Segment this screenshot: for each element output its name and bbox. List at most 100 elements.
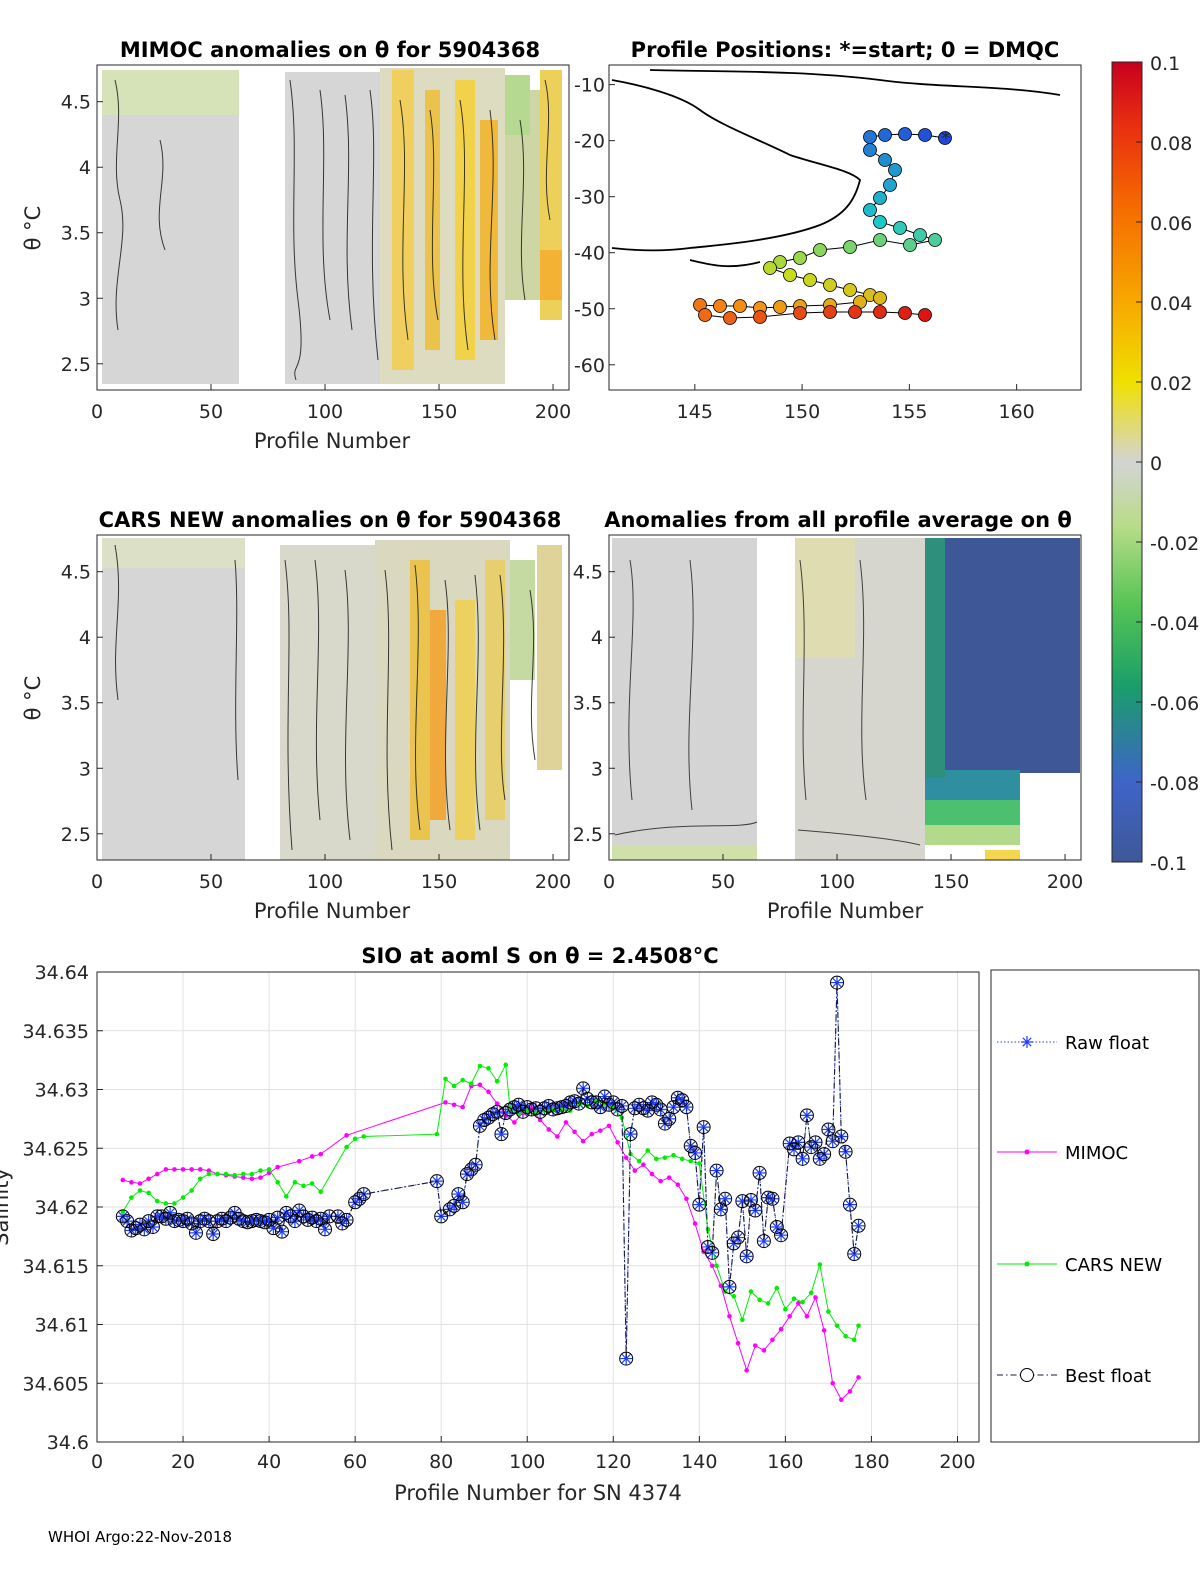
- cars-new-point: [189, 1188, 194, 1193]
- best-float-point: [649, 1097, 664, 1112]
- raw-float-point: [164, 1206, 177, 1219]
- cars-y-ticks: 4.5 4 3.5 3 2.5: [61, 562, 103, 846]
- legend-label: Raw float: [1065, 1033, 1149, 1054]
- best-float-point: [163, 1205, 178, 1220]
- cars-new-point: [120, 1209, 126, 1214]
- mimoc-point: [856, 1375, 861, 1380]
- best-float-point: [305, 1210, 320, 1225]
- cars-new-point: [154, 1198, 160, 1204]
- best-float-line: [122, 982, 860, 1359]
- y-tick-label: 34.64: [35, 962, 89, 984]
- legend: Raw float MIMOC CARS NEW Best float: [990, 969, 1200, 1443]
- map-axes-box: [608, 64, 1082, 391]
- mimoc-point: [240, 1175, 246, 1180]
- best-float-point: [791, 1135, 806, 1150]
- best-float-point: [838, 1144, 853, 1159]
- mimoc-point: [572, 1129, 577, 1135]
- x-tick-label: 155: [891, 401, 927, 423]
- best-float-point: [322, 1209, 337, 1224]
- mimoc-point: [206, 1168, 212, 1173]
- best-float-point: [145, 1219, 160, 1234]
- best-float-point: [804, 1140, 819, 1155]
- colorbar-tick-label: 0: [1150, 453, 1162, 475]
- mimoc-point: [129, 1180, 134, 1185]
- y-tick-label: 4.5: [61, 562, 91, 584]
- allavg-heatmap: [612, 538, 1080, 860]
- x-tick-label: 120: [595, 1451, 631, 1473]
- raw-float-point: [757, 1235, 770, 1248]
- profile-position-marker: [773, 255, 787, 269]
- best-float-point: [352, 1191, 367, 1206]
- raw-float-point: [237, 1215, 250, 1228]
- cars-new-point: [284, 1194, 289, 1199]
- cars-new-point: [748, 1289, 754, 1294]
- mimoc-point: [684, 1196, 689, 1202]
- mimoc-point: [658, 1178, 663, 1184]
- cars-new-point: [662, 1155, 668, 1160]
- raw-float-point: [727, 1237, 740, 1250]
- best-float-point: [688, 1145, 703, 1160]
- raw-float-point: [486, 1108, 499, 1121]
- cars-new-point: [352, 1136, 358, 1142]
- x-tick-label: 200: [939, 1451, 975, 1473]
- x-tick-label: 150: [933, 871, 969, 893]
- colorbar-ticks: 0.1 0.08 0.06 0.04 0.02 0 -0.02 -0.04 -0.06 -0.08…: [1136, 53, 1199, 875]
- best-float-point: [619, 1351, 634, 1366]
- best-float-point: [206, 1227, 221, 1242]
- best-float-point: [748, 1203, 763, 1218]
- cars-new-point: [486, 1066, 491, 1071]
- mimoc-axes-box: [96, 64, 570, 391]
- mimoc-point: [296, 1158, 302, 1164]
- raw-float-point: [267, 1222, 280, 1235]
- x-tick-label: 0: [91, 401, 103, 423]
- mimoc-xlabel: Profile Number: [254, 429, 411, 453]
- y-tick-label: 34.605: [23, 1373, 89, 1395]
- cars-new-point: [533, 1110, 539, 1116]
- cars-xlabel: Profile Number: [254, 899, 411, 923]
- profile-position-marker: [733, 299, 747, 313]
- x-tick-label: 40: [257, 1451, 281, 1473]
- mimoc-point: [606, 1123, 612, 1129]
- raw-float-point: [172, 1213, 185, 1226]
- best-float-point: [275, 1224, 290, 1239]
- mimoc-point: [546, 1127, 552, 1132]
- raw-float-point: [736, 1195, 749, 1208]
- mimoc-point: [839, 1397, 844, 1402]
- best-float-point: [718, 1191, 733, 1206]
- x-tick-label: 140: [681, 1451, 717, 1473]
- best-float-point: [137, 1222, 152, 1237]
- y-tick-label: 34.6: [47, 1432, 89, 1454]
- best-float-point: [756, 1234, 771, 1249]
- mimoc-point: [615, 1140, 620, 1145]
- raw-float-point: [448, 1199, 461, 1212]
- best-float-point: [335, 1216, 350, 1231]
- y-tick-label: 3.5: [61, 693, 91, 715]
- mimoc-point: [675, 1182, 681, 1187]
- best-float-point: [842, 1197, 857, 1212]
- map-x-ticks: 145 150 155 160: [677, 384, 1035, 423]
- colorbar-tick-label: 0.08: [1150, 133, 1192, 155]
- profile-position-marker: [823, 278, 837, 292]
- y-tick-label: -40: [574, 243, 605, 265]
- best-float-point: [679, 1100, 694, 1115]
- raw-float-point: [512, 1098, 525, 1111]
- best-float-point: [739, 1249, 754, 1264]
- x-tick-label: 50: [199, 871, 223, 893]
- x-tick-label: 0: [91, 1451, 103, 1473]
- legend-item: Raw float: [997, 1033, 1149, 1054]
- cars-axes-box: [96, 534, 570, 861]
- cars-new-point: [783, 1306, 788, 1312]
- y-tick-label: 4.5: [573, 562, 603, 584]
- cars-panel: CARS NEW anomalies on θ for 5904368: [21, 508, 571, 923]
- profile-position-marker: [913, 228, 927, 242]
- cars-new-point: [494, 1078, 500, 1084]
- colorbar: 0.1 0.08 0.06 0.04 0.02 0 -0.02 -0.04 -0.06 -0.08…: [1111, 53, 1199, 875]
- best-float-point: [657, 1116, 672, 1131]
- best-float-point: [223, 1210, 238, 1225]
- mimoc-point: [847, 1389, 853, 1394]
- colorbar-tick-label: 0.1: [1150, 53, 1180, 75]
- best-float-point: [670, 1090, 685, 1105]
- cars-new-point: [808, 1290, 814, 1296]
- raw-float-point: [787, 1143, 800, 1156]
- legend-label: MIMOC: [1065, 1143, 1128, 1164]
